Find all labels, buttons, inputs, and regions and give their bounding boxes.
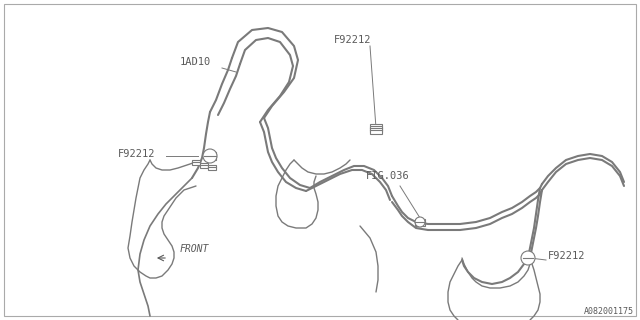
Circle shape (521, 251, 535, 265)
Text: FRONT: FRONT (180, 244, 209, 254)
Text: FIG.036: FIG.036 (366, 171, 410, 181)
Bar (192, 159, 200, 164)
Circle shape (203, 149, 217, 163)
Text: 1AD10: 1AD10 (180, 57, 211, 67)
Bar (415, 219, 425, 226)
Text: F92212: F92212 (118, 149, 156, 159)
Bar (370, 124, 382, 132)
Text: F92212: F92212 (548, 251, 586, 261)
Bar (370, 126, 382, 134)
Text: F92212: F92212 (334, 35, 371, 45)
Bar (204, 152, 216, 160)
Circle shape (415, 217, 425, 227)
Bar (208, 164, 216, 170)
Bar (523, 254, 533, 261)
Bar (200, 163, 208, 167)
Text: A082001175: A082001175 (584, 307, 634, 316)
